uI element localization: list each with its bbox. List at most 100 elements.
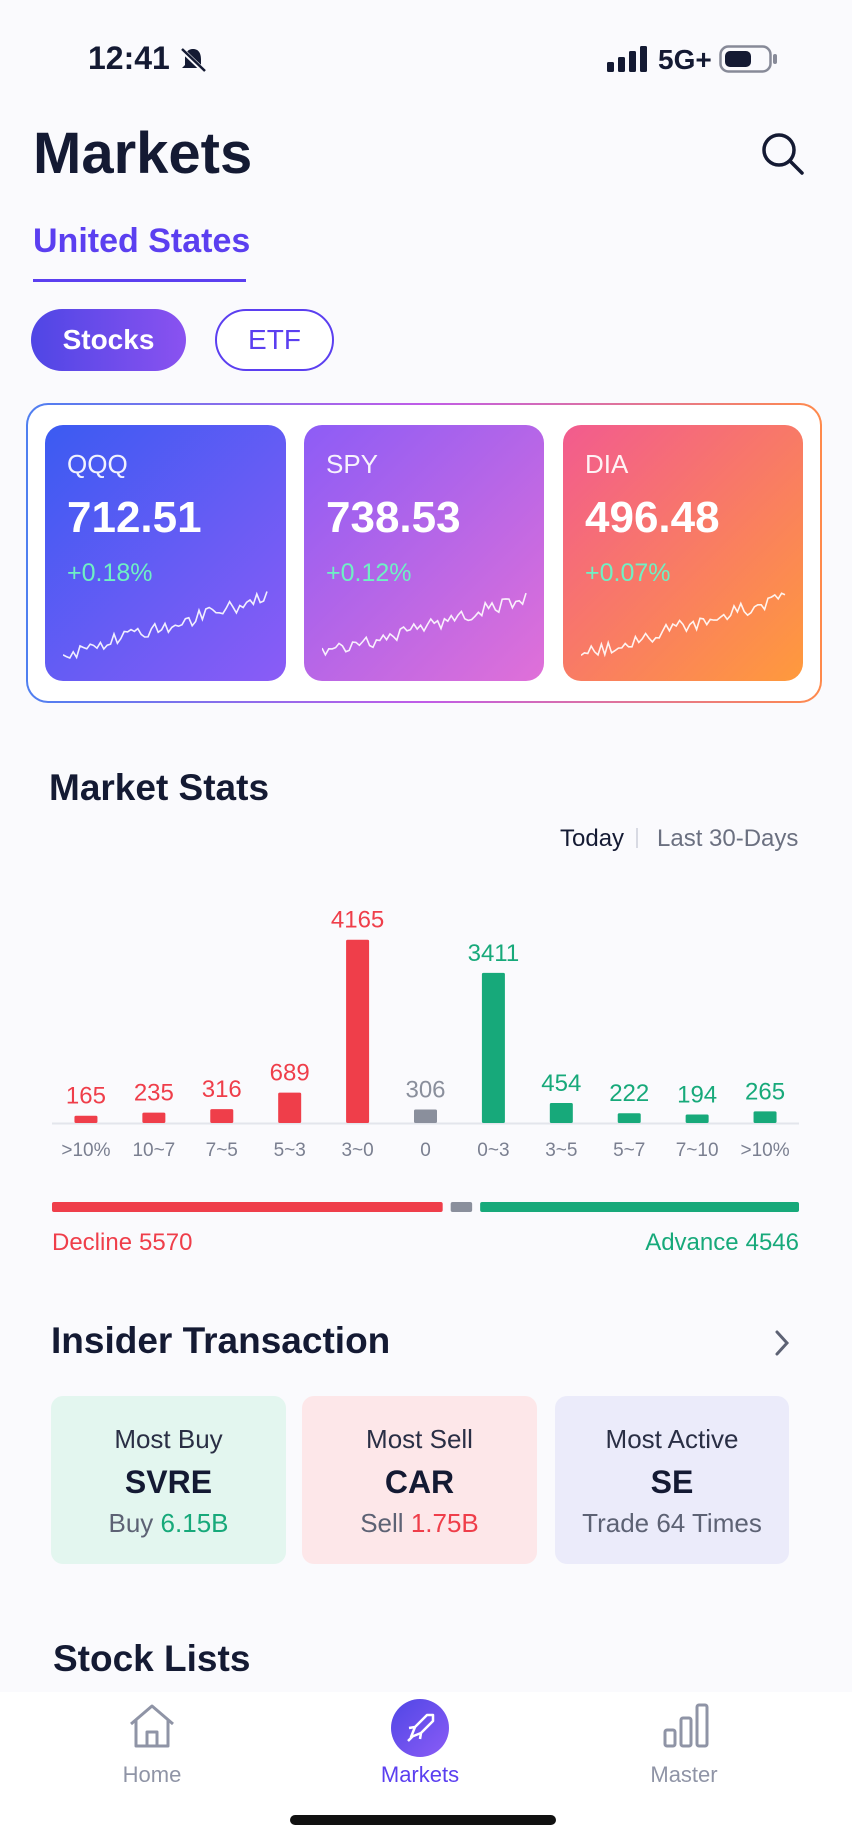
mute-icon — [179, 47, 207, 74]
category-label: 3~5 — [545, 1140, 577, 1161]
master-icon[interactable] — [662, 1702, 710, 1748]
card-amount: 6.15B — [160, 1508, 229, 1538]
value-label: 689 — [270, 1060, 310, 1087]
category-label: 5~7 — [613, 1140, 645, 1161]
value-label: 306 — [405, 1077, 445, 1104]
index-price: 496.48 — [585, 493, 720, 542]
card-heading: Most Sell — [366, 1424, 473, 1454]
region-tab[interactable]: United States — [33, 222, 251, 260]
bar — [142, 1112, 166, 1123]
bar — [74, 1115, 98, 1123]
bar — [414, 1109, 437, 1123]
decline-label: Decline — [52, 1229, 132, 1256]
card-symbol: SVRE — [124, 1464, 213, 1500]
sparkline-path — [581, 592, 786, 658]
nav-label[interactable]: Home — [122, 1762, 182, 1787]
section-title: Market Stats — [49, 767, 270, 808]
sparkline-path — [322, 592, 527, 657]
category-label: 10~7 — [132, 1140, 175, 1161]
index-card[interactable]: SPY 738.53 +0.12% — [304, 425, 544, 681]
market-stats-chart: 165 >10% 235 10~7 316 7~5 689 5~3 4165 3~0 306 0 341… — [52, 907, 799, 1256]
card-symbol: CAR — [384, 1464, 455, 1500]
divider — [636, 828, 638, 848]
asset-tab[interactable]: Stocks — [31, 309, 186, 371]
nav-label[interactable]: Markets — [380, 1762, 460, 1787]
category-label: 5~3 — [274, 1140, 306, 1161]
card-symbol: SE — [650, 1464, 694, 1500]
card-amount: 1.75B — [410, 1508, 479, 1538]
card-label: Sell — [360, 1508, 404, 1538]
advance-label: Advance — [645, 1229, 738, 1256]
bar — [685, 1114, 709, 1123]
markets-icon[interactable] — [391, 1699, 449, 1757]
card-label: Buy — [108, 1508, 154, 1538]
index-symbol: QQQ — [67, 449, 128, 479]
sparkline — [63, 591, 268, 660]
bar — [753, 1111, 777, 1123]
insider-card[interactable]: Most Buy SVRE Buy 6.15B — [51, 1396, 286, 1564]
signal-icon — [607, 46, 647, 72]
value-label: 265 — [745, 1078, 785, 1105]
category-label: 0 — [420, 1140, 431, 1161]
category-label: 7~5 — [206, 1140, 238, 1161]
home-indicator — [290, 1815, 556, 1825]
section-title: Insider Transaction — [51, 1320, 391, 1361]
bar — [278, 1092, 302, 1123]
decline-bar — [52, 1202, 443, 1212]
index-symbol: SPY — [326, 449, 379, 479]
period-tab[interactable]: Last 30-Days — [657, 825, 799, 852]
value-label: 165 — [66, 1083, 106, 1110]
bar — [481, 972, 505, 1123]
advance-value: 4546 — [746, 1229, 799, 1256]
category-label: >10% — [740, 1140, 789, 1161]
sparkline — [581, 592, 786, 658]
value-label: 454 — [541, 1070, 581, 1097]
insider-card[interactable]: Most Sell CAR Sell 1.75B — [302, 1396, 537, 1564]
search-button[interactable] — [760, 131, 806, 177]
card-heading: Most Buy — [114, 1424, 223, 1454]
chevron-button[interactable] — [772, 1328, 792, 1358]
value-label: 316 — [202, 1076, 242, 1103]
category-label: 3~0 — [341, 1140, 373, 1161]
section-title: Stock Lists — [53, 1638, 251, 1679]
category-label: 0~3 — [477, 1140, 509, 1161]
index-change: +0.18% — [67, 559, 153, 587]
value-label: 222 — [609, 1080, 649, 1107]
category-label: >10% — [61, 1140, 110, 1161]
home-icon[interactable] — [127, 1702, 177, 1750]
decline-summary: Decline 5570 — [52, 1229, 192, 1256]
advance-bar — [480, 1202, 799, 1212]
value-label: 235 — [134, 1080, 174, 1107]
index-symbol: DIA — [585, 449, 629, 479]
tab-underline — [33, 279, 246, 282]
asset-tab[interactable]: ETF — [215, 309, 334, 371]
period-tab[interactable]: Today — [560, 825, 625, 852]
network-label: 5G+ — [658, 44, 712, 75]
sparkline — [322, 592, 527, 657]
advance-summary: Advance 4546 — [645, 1229, 799, 1256]
index-price: 738.53 — [326, 493, 461, 542]
category-label: 7~10 — [676, 1140, 719, 1161]
value-label: 3411 — [468, 940, 520, 967]
status-time: 12:41 — [88, 40, 170, 76]
index-price: 712.51 — [67, 493, 202, 542]
index-change: +0.07% — [585, 559, 671, 587]
page-title: Markets — [33, 121, 253, 186]
index-card[interactable]: DIA 496.48 +0.07% — [563, 425, 803, 681]
bar — [617, 1113, 641, 1123]
flat-bar — [450, 1202, 473, 1212]
nav-label[interactable]: Master — [650, 1762, 718, 1787]
sparkline-path — [63, 591, 268, 660]
decline-value: 5570 — [139, 1229, 192, 1256]
battery-icon — [719, 45, 777, 73]
index-change: +0.12% — [326, 559, 412, 587]
value-label: 194 — [677, 1081, 717, 1108]
insider-card[interactable]: Most Active SE Trade 64 Times — [555, 1396, 789, 1564]
card-label: Trade 64 Times — [582, 1508, 762, 1538]
index-card[interactable]: QQQ 712.51 +0.18% — [45, 425, 286, 681]
value-label: 4165 — [331, 907, 384, 934]
bar — [210, 1109, 234, 1123]
bar — [549, 1103, 573, 1123]
